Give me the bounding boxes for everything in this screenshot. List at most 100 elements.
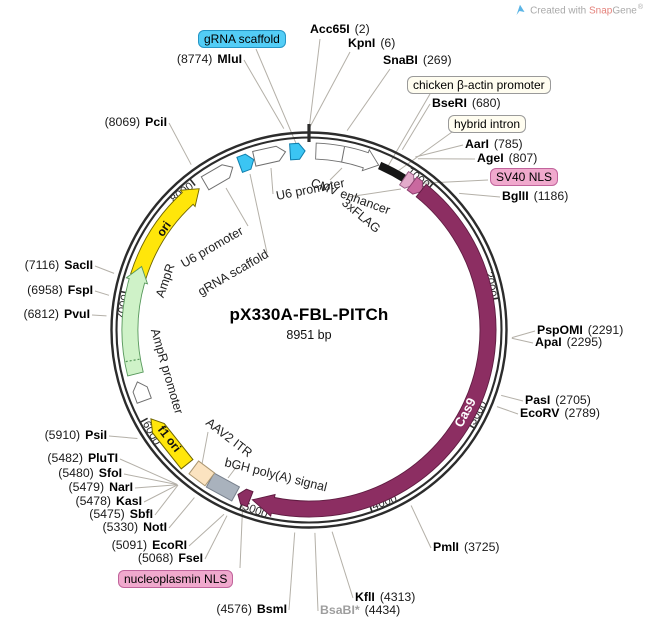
enzyme-name[interactable]: PvuI (64, 307, 90, 321)
enzyme-site-label-KpnI[interactable]: KpnI (6) (348, 36, 395, 51)
callout-line-AarI (415, 144, 464, 158)
enzyme-name[interactable]: NotI (143, 520, 167, 534)
enzyme-name[interactable]: NarI (109, 480, 133, 494)
feature-tag-sv40-nls[interactable]: SV40 NLS (490, 168, 559, 186)
enzyme-name[interactable]: SnaBI (383, 53, 418, 67)
enzyme-site-label-PasI[interactable]: PasI (2705) (525, 393, 591, 408)
enzyme-name[interactable]: SacII (64, 258, 93, 272)
enzyme-cut-position: (5475) (89, 507, 125, 521)
feature-grna-scaffold-1[interactable] (236, 152, 257, 173)
enzyme-site-label-SnaBI[interactable]: SnaBI (269) (383, 53, 452, 68)
enzyme-name[interactable]: MluI (217, 52, 242, 66)
enzyme-site-label-BsaBI[interactable]: BsaBI* (4434) (320, 603, 400, 618)
tick-mark-8000 (188, 177, 196, 186)
callout-line-BsmI (288, 532, 296, 611)
enzyme-name[interactable]: SfoI (98, 466, 122, 480)
enzyme-name[interactable]: KasI (116, 494, 142, 508)
enzyme-name[interactable]: FseI (178, 551, 203, 565)
enzyme-name[interactable]: BsaBI* (320, 603, 360, 617)
feature-label-aav2-itr[interactable]: AAV2 ITR (203, 415, 255, 460)
enzyme-name[interactable]: BglII (502, 189, 529, 203)
feature-chicken-beta-actin-promoter-hybrid-intron[interactable] (377, 161, 407, 182)
enzyme-name[interactable]: EcoRI (152, 538, 187, 552)
enzyme-site-label-FseI[interactable]: (5068) FseI (138, 551, 203, 566)
callout-line-KflI (331, 531, 354, 599)
enzyme-site-label-AgeI[interactable]: AgeI (807) (477, 151, 537, 166)
enzyme-name[interactable]: KflI (355, 590, 375, 604)
enzyme-name[interactable]: AgeI (477, 151, 504, 165)
feature-tag-grna-scaffold[interactable]: gRNA scaffold (198, 30, 286, 48)
feature-tag-chicken-actin-promoter[interactable]: chicken β-actin promoter (407, 76, 551, 94)
feature-ori[interactable] (130, 188, 200, 279)
enzyme-name[interactable]: EcoRV (520, 406, 560, 420)
feature-tag-hybrid-intron[interactable]: hybrid intron (448, 115, 527, 133)
enzyme-name[interactable]: PluTI (87, 451, 118, 465)
feature-aav2-itr[interactable] (188, 460, 216, 487)
watermark: Created with SnapGene® (515, 4, 643, 16)
enzyme-site-label-BglII[interactable]: BglII (1186) (502, 189, 568, 204)
feature-u6-promoter-1[interactable] (200, 161, 236, 191)
enzyme-name[interactable]: PsiI (85, 428, 107, 442)
callout-line-PsiI (108, 435, 138, 439)
enzyme-site-label-KasI[interactable]: (5478) KasI (75, 494, 142, 509)
feature-ampr-promoter[interactable] (130, 379, 152, 404)
feature-ampr[interactable] (121, 265, 149, 377)
feature-nucleoplasmin-nls[interactable] (235, 487, 254, 508)
feature-tag-nucleoplasmin-nls[interactable]: nucleoplasmin NLS (118, 570, 234, 588)
enzyme-cut-position: (4434) (364, 603, 401, 617)
enzyme-site-label-MluI[interactable]: (8774) MluI (177, 52, 242, 67)
enzyme-site-label-BsmI[interactable]: (4576) BsmI (216, 602, 287, 617)
enzyme-name[interactable]: BsmI (256, 602, 287, 616)
callout-line-PluTI (119, 458, 178, 485)
enzyme-site-label-PciI[interactable]: (8069) PciI (105, 115, 167, 130)
enzyme-site-label-AarI[interactable]: AarI (785) (465, 137, 523, 152)
enzyme-site-label-BseRI[interactable]: BseRI (680) (432, 96, 501, 111)
feature-f1-ori[interactable] (145, 414, 194, 470)
enzyme-name[interactable]: BseRI (432, 96, 467, 110)
enzyme-site-label-SfoI[interactable]: (5480) SfoI (58, 466, 122, 481)
callout-line-MluI (243, 59, 285, 129)
enzyme-site-label-PspOMI[interactable]: PspOMI (2291) (537, 323, 623, 338)
enzyme-name[interactable]: PciI (145, 115, 167, 129)
feature-u6-promoter-2[interactable] (252, 144, 288, 167)
enzyme-site-label-ApaI[interactable]: ApaI (2295) (535, 335, 602, 350)
watermark-text: Created with SnapGene® (530, 4, 643, 17)
enzyme-cut-position: (2) (354, 22, 370, 36)
snapgene-logo-icon (516, 4, 525, 16)
enzyme-site-label-EcoRI[interactable]: (5091) EcoRI (112, 538, 187, 553)
enzyme-name[interactable]: AarI (465, 137, 489, 151)
enzyme-site-label-PmlI[interactable]: PmlI (3725) (433, 540, 500, 555)
callout-line-Acc65I (308, 38, 321, 128)
enzyme-name[interactable]: KpnI (348, 36, 376, 50)
enzyme-name[interactable]: PmlI (433, 540, 459, 554)
callout-line-PspOMI (511, 330, 536, 339)
enzyme-site-label-SbfI[interactable]: (5475) SbfI (89, 507, 153, 522)
feature-cmv-enhancer[interactable] (315, 142, 380, 172)
enzyme-site-label-Acc65I[interactable]: Acc65I (2) (310, 22, 370, 37)
arc-label-ampr[interactable]: AmpR (153, 262, 178, 299)
enzyme-site-label-NarI[interactable]: (5479) NarI (69, 480, 133, 495)
enzyme-name[interactable]: Acc65I (310, 22, 350, 36)
enzyme-name[interactable]: FspI (67, 283, 93, 297)
enzyme-name[interactable]: PasI (525, 393, 551, 407)
enzyme-site-label-FspI[interactable]: (6958) FspI (27, 283, 93, 298)
feature-grna-scaffold-2[interactable] (289, 142, 306, 161)
leader-line (270, 167, 274, 195)
arc-label-ampr-promoter[interactable]: AmpR promoter (148, 327, 186, 416)
enzyme-site-label-PluTI[interactable]: (5482) PluTI (47, 451, 118, 466)
enzyme-name[interactable]: PspOMI (537, 323, 583, 337)
enzyme-site-label-SacII[interactable]: (7116) SacII (25, 258, 93, 273)
enzyme-site-label-PvuI[interactable]: (6812) PvuI (23, 307, 90, 322)
enzyme-site-label-NotI[interactable]: (5330) NotI (103, 520, 167, 535)
enzyme-site-label-KflI[interactable]: KflI (4313) (355, 590, 415, 605)
feature-bgh-polya-signal[interactable] (205, 472, 241, 502)
enzyme-name[interactable]: ApaI (535, 335, 562, 349)
feature-cas9[interactable] (251, 183, 497, 518)
enzyme-site-label-EcoRV[interactable]: EcoRV (2789) (520, 406, 600, 421)
enzyme-name[interactable]: SbfI (129, 507, 153, 521)
feature-sv40-nls[interactable] (406, 176, 427, 198)
enzyme-site-label-PsiI[interactable]: (5910) PsiI (45, 428, 107, 443)
enzyme-cut-position: (7116) (24, 258, 60, 272)
